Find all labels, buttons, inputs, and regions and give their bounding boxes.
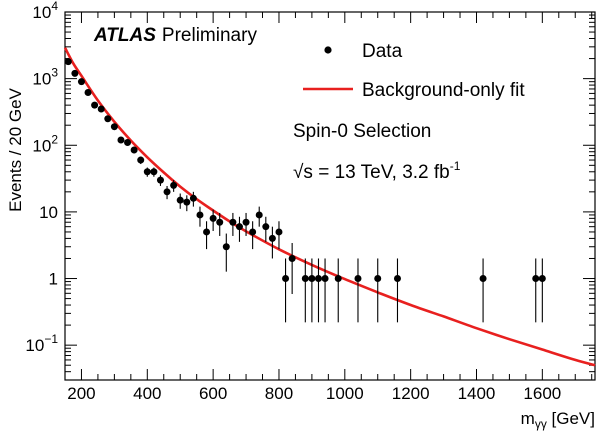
data-point [301, 275, 309, 283]
data-point [479, 275, 487, 283]
data-point [124, 139, 132, 147]
x-tick-label: 1400 [458, 384, 496, 403]
x-tick-label: 200 [67, 384, 95, 403]
x-tick-label: 1000 [326, 384, 364, 403]
data-point [84, 88, 92, 96]
data-point [222, 243, 230, 251]
data-point [176, 196, 184, 204]
data-point [314, 275, 322, 283]
data-point [235, 223, 243, 231]
data-point [104, 115, 112, 123]
plot-frame [64, 11, 596, 381]
data-point [262, 223, 270, 231]
energy-lumi-label: √s = 13 TeV, 3.2 fb-1 [293, 159, 461, 183]
atlas-label: ATLAS Preliminary [93, 25, 257, 46]
x-tick-labels: 200 400 600 800 1000 1200 1400 1600 [67, 384, 561, 403]
data-point [110, 123, 118, 131]
data-layer [64, 58, 546, 323]
data-point [532, 275, 540, 283]
data-point [77, 78, 85, 86]
data-point [150, 168, 158, 176]
data-point [203, 228, 211, 236]
y-tick-label: 10−1 [25, 332, 58, 355]
legend-data-label: Data [362, 41, 403, 62]
data-point [170, 181, 178, 189]
data-point [288, 254, 296, 262]
data-point [137, 156, 145, 164]
data-point [282, 275, 290, 283]
data-point [143, 168, 151, 176]
legend: Data Background-only fit [303, 41, 525, 101]
data-point [321, 275, 329, 283]
data-point [163, 188, 171, 196]
axis-ticks [64, 11, 595, 381]
y-tick-label: 103 [32, 66, 58, 89]
data-point [117, 136, 125, 144]
y-axis-title: Events / 20 GeV [6, 87, 25, 211]
selection-label: Spin-0 Selection [293, 121, 431, 142]
data-point [308, 275, 316, 283]
legend-fit-label: Background-only fit [362, 80, 525, 101]
y-tick-labels: 10−1 1 10 102 103 104 [25, 0, 58, 355]
data-point [196, 211, 204, 219]
data-point [334, 275, 342, 283]
data-point [64, 58, 72, 66]
data-point [183, 198, 191, 206]
data-point [268, 234, 276, 242]
data-point [130, 146, 138, 154]
data-point [91, 101, 99, 109]
x-tick-label: 400 [133, 384, 161, 403]
x-tick-label: 600 [199, 384, 227, 403]
data-point [97, 105, 105, 113]
legend-data-marker [324, 46, 332, 54]
data-point [249, 228, 257, 236]
data-point [374, 275, 382, 283]
y-tick-label: 10 [39, 203, 58, 222]
data-point [216, 218, 224, 226]
y-tick-label: 1 [49, 270, 58, 289]
data-point [275, 228, 283, 236]
data-point [255, 211, 263, 219]
data-point [538, 275, 546, 283]
data-point [71, 69, 79, 77]
data-point [209, 214, 217, 222]
x-tick-label: 800 [265, 384, 293, 403]
x-axis-title: mγγ [GeV] [521, 409, 595, 431]
data-point [156, 176, 164, 184]
data-point [189, 194, 197, 202]
x-tick-label: 1200 [392, 384, 430, 403]
data-point [393, 275, 401, 283]
y-tick-label: 104 [32, 0, 58, 22]
y-tick-label: 102 [32, 132, 58, 155]
data-point [354, 275, 362, 283]
data-point [242, 218, 250, 226]
x-tick-label: 1600 [523, 384, 561, 403]
data-point [229, 218, 237, 226]
